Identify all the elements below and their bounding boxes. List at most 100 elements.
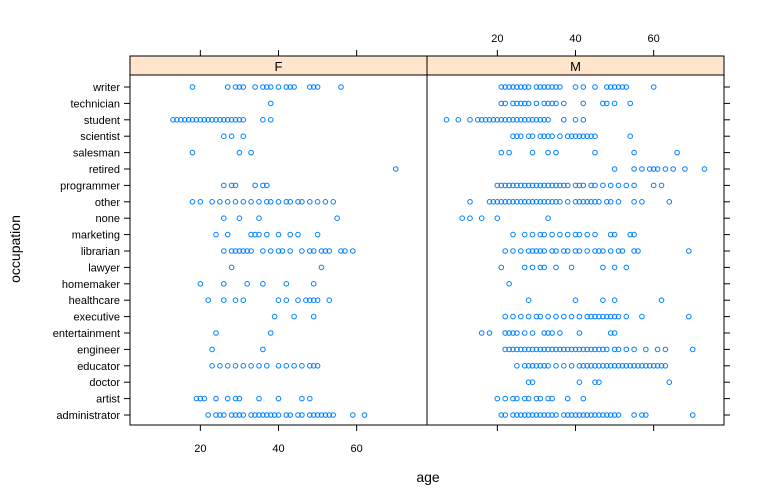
point-lawyer xyxy=(228,264,235,271)
point-engineer xyxy=(596,346,602,353)
point-programmer xyxy=(521,182,528,189)
point-student xyxy=(572,117,579,123)
point-student xyxy=(197,117,204,123)
point-executive xyxy=(611,313,618,320)
point-educator xyxy=(607,363,614,369)
y-tick-label-librarian: librarian xyxy=(81,246,120,258)
point-administrator xyxy=(287,412,294,418)
point-homemaker xyxy=(283,281,290,287)
point-scientist xyxy=(518,133,524,139)
point-student xyxy=(267,117,274,123)
point-retired xyxy=(647,166,653,172)
point-student xyxy=(506,117,512,123)
point-artist xyxy=(533,395,540,402)
point-librarian xyxy=(221,248,227,254)
point-executive xyxy=(607,313,614,320)
point-student xyxy=(178,117,184,123)
point-none xyxy=(545,215,551,221)
point-writer xyxy=(240,84,247,90)
point-writer xyxy=(260,84,266,90)
point-librarian xyxy=(267,248,274,254)
point-librarian xyxy=(576,248,583,254)
y-tick-label-programmer: programmer xyxy=(60,180,120,192)
point-student xyxy=(521,117,528,123)
point-other xyxy=(572,199,579,205)
point-librarian xyxy=(232,248,239,254)
point-scientist xyxy=(572,133,579,139)
point-entertainment xyxy=(545,330,551,336)
point-educator xyxy=(521,363,528,369)
point-administrator xyxy=(307,412,313,418)
point-technician xyxy=(627,100,634,107)
point-other xyxy=(490,199,497,205)
point-artist xyxy=(521,395,528,402)
point-scientist xyxy=(537,133,544,139)
point-student xyxy=(478,117,485,123)
point-writer xyxy=(592,84,598,90)
point-administrator xyxy=(275,412,282,418)
point-salesman xyxy=(631,149,637,156)
point-executive xyxy=(533,313,540,320)
y-tick-label-lawyer: lawyer xyxy=(88,262,120,274)
point-administrator xyxy=(592,412,598,418)
point-writer xyxy=(291,84,297,90)
point-homemaker xyxy=(260,281,266,287)
point-other xyxy=(502,199,509,205)
point-retired xyxy=(392,166,399,172)
point-writer xyxy=(267,84,274,90)
point-retired xyxy=(654,166,661,172)
point-programmer xyxy=(564,182,571,189)
point-other xyxy=(295,199,301,205)
point-administrator xyxy=(533,412,540,418)
point-administrator xyxy=(267,412,274,418)
point-other xyxy=(666,199,673,205)
point-scientist xyxy=(541,133,548,139)
point-artist xyxy=(537,395,544,402)
y-tick-label-scientist: scientist xyxy=(80,131,120,143)
point-none xyxy=(256,215,262,221)
point-educator xyxy=(299,363,305,369)
point-student xyxy=(185,117,192,123)
point-student xyxy=(537,117,544,123)
point-educator xyxy=(525,363,532,369)
point-educator xyxy=(307,363,313,369)
x-tick-label: 20 xyxy=(491,33,503,45)
point-writer xyxy=(541,84,548,90)
point-marketing xyxy=(537,231,544,238)
y-tick-label-artist: artist xyxy=(96,394,120,406)
point-healthcare xyxy=(326,297,333,304)
point-administrator xyxy=(537,412,544,418)
point-student xyxy=(486,117,493,123)
point-librarian xyxy=(635,248,641,254)
point-educator xyxy=(514,363,520,369)
point-administrator xyxy=(256,412,262,418)
point-librarian xyxy=(338,248,344,254)
point-administrator xyxy=(525,412,532,418)
point-administrator xyxy=(236,412,243,418)
point-entertainment xyxy=(521,330,528,336)
point-librarian xyxy=(248,248,254,254)
point-technician xyxy=(267,100,274,107)
point-administrator xyxy=(248,412,254,418)
point-educator xyxy=(275,363,282,369)
point-other xyxy=(596,199,602,205)
point-programmer xyxy=(580,182,587,189)
point-programmer xyxy=(506,182,512,189)
point-educator xyxy=(537,363,544,369)
point-librarian xyxy=(619,248,626,254)
point-executive xyxy=(623,313,630,320)
point-student xyxy=(541,117,548,123)
point-marketing xyxy=(314,231,321,238)
point-administrator xyxy=(611,412,618,418)
point-marketing xyxy=(213,231,219,238)
point-administrator xyxy=(228,412,235,418)
point-technician xyxy=(604,100,610,107)
point-writer xyxy=(287,84,294,90)
point-writer xyxy=(533,84,540,90)
point-executive xyxy=(576,313,583,320)
point-marketing xyxy=(248,231,254,238)
point-educator xyxy=(639,363,645,369)
point-marketing xyxy=(549,231,555,238)
point-engineer xyxy=(592,346,598,353)
